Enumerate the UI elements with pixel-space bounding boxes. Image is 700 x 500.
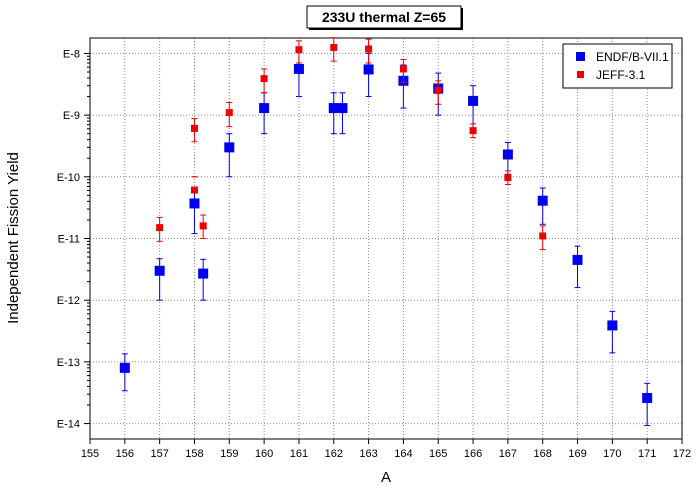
data-point (539, 232, 547, 240)
data-point (365, 45, 373, 53)
x-tick-label: 157 (150, 448, 168, 460)
data-point (363, 64, 374, 75)
data-point (119, 362, 130, 373)
x-tick-label: 156 (116, 448, 134, 460)
legend: ENDF/B-VII.1 JEFF-3.1 (562, 43, 673, 89)
x-tick-label: 168 (534, 448, 552, 460)
data-point (330, 43, 338, 51)
data-point (469, 127, 477, 135)
data-point (199, 222, 207, 230)
y-tick-label: E-8 (63, 48, 80, 60)
series-endf (119, 51, 653, 427)
x-axis: 155 156 157 158 159 160 161 162 163 164 165 166 167 1… (81, 439, 691, 460)
data-point (504, 174, 512, 182)
x-tick-label: 163 (359, 448, 377, 460)
legend-box (562, 43, 673, 89)
x-tick-label: 172 (673, 448, 691, 460)
data-point (154, 265, 165, 276)
data-point (189, 198, 200, 209)
y-tick-label: E-12 (57, 295, 80, 307)
legend-label-jeff: JEFF-3.1 (596, 68, 646, 82)
x-tick-label: 170 (603, 448, 621, 460)
x-tick-label: 158 (185, 448, 203, 460)
data-point (295, 46, 303, 54)
x-tick-label: 167 (499, 448, 517, 460)
data-point (190, 124, 198, 132)
x-tick-label: 160 (255, 448, 273, 460)
data-point (198, 268, 209, 279)
x-tick-label: 171 (638, 448, 656, 460)
data-point (293, 63, 304, 74)
y-tick-label: E-10 (57, 172, 80, 184)
data-point (224, 142, 235, 153)
plot-frame (89, 37, 683, 440)
x-tick-label: 169 (568, 448, 586, 460)
data-point (502, 149, 513, 160)
title-box-shadow (309, 28, 463, 30)
grid (90, 38, 682, 439)
title-box-shadow-side (461, 8, 463, 30)
data-point (572, 254, 583, 265)
legend-marker-endf (576, 52, 585, 61)
data-point (468, 95, 479, 106)
x-tick-label: 159 (220, 448, 238, 460)
x-tick-label: 164 (394, 448, 412, 460)
data-point (434, 87, 442, 95)
x-tick-label: 162 (325, 448, 343, 460)
y-axis-title: Independent Fission Yield (5, 152, 22, 324)
x-axis-title: A (381, 469, 391, 486)
x-tick-label: 155 (81, 448, 99, 460)
y-tick-label: E-13 (57, 357, 80, 369)
data-point (607, 320, 618, 331)
y-tick-label: E-14 (57, 419, 80, 431)
data-point (399, 65, 407, 73)
data-point (642, 392, 653, 403)
data-point (337, 103, 348, 114)
data-point (328, 103, 339, 114)
data-point (259, 103, 270, 114)
legend-label-endf: ENDF/B-VII.1 (596, 50, 669, 64)
data-point (537, 195, 548, 206)
chart-title: 233U thermal Z=65 (322, 9, 446, 25)
data-point (225, 109, 233, 117)
data-series (119, 37, 653, 427)
legend-marker-jeff (577, 71, 584, 78)
y-tick-label: E-11 (58, 234, 80, 246)
x-tick-label: 161 (290, 448, 308, 460)
data-point (190, 186, 198, 194)
x-tick-label: 165 (429, 448, 447, 460)
data-point (260, 75, 268, 83)
y-axis: E-14 E-13 E-12 E-11 E-10 E-9 E-8 (57, 48, 90, 431)
x-tick-label: 166 (464, 448, 482, 460)
data-point (156, 224, 164, 232)
series-jeff (156, 37, 547, 251)
y-tick-label: E-9 (63, 110, 80, 122)
